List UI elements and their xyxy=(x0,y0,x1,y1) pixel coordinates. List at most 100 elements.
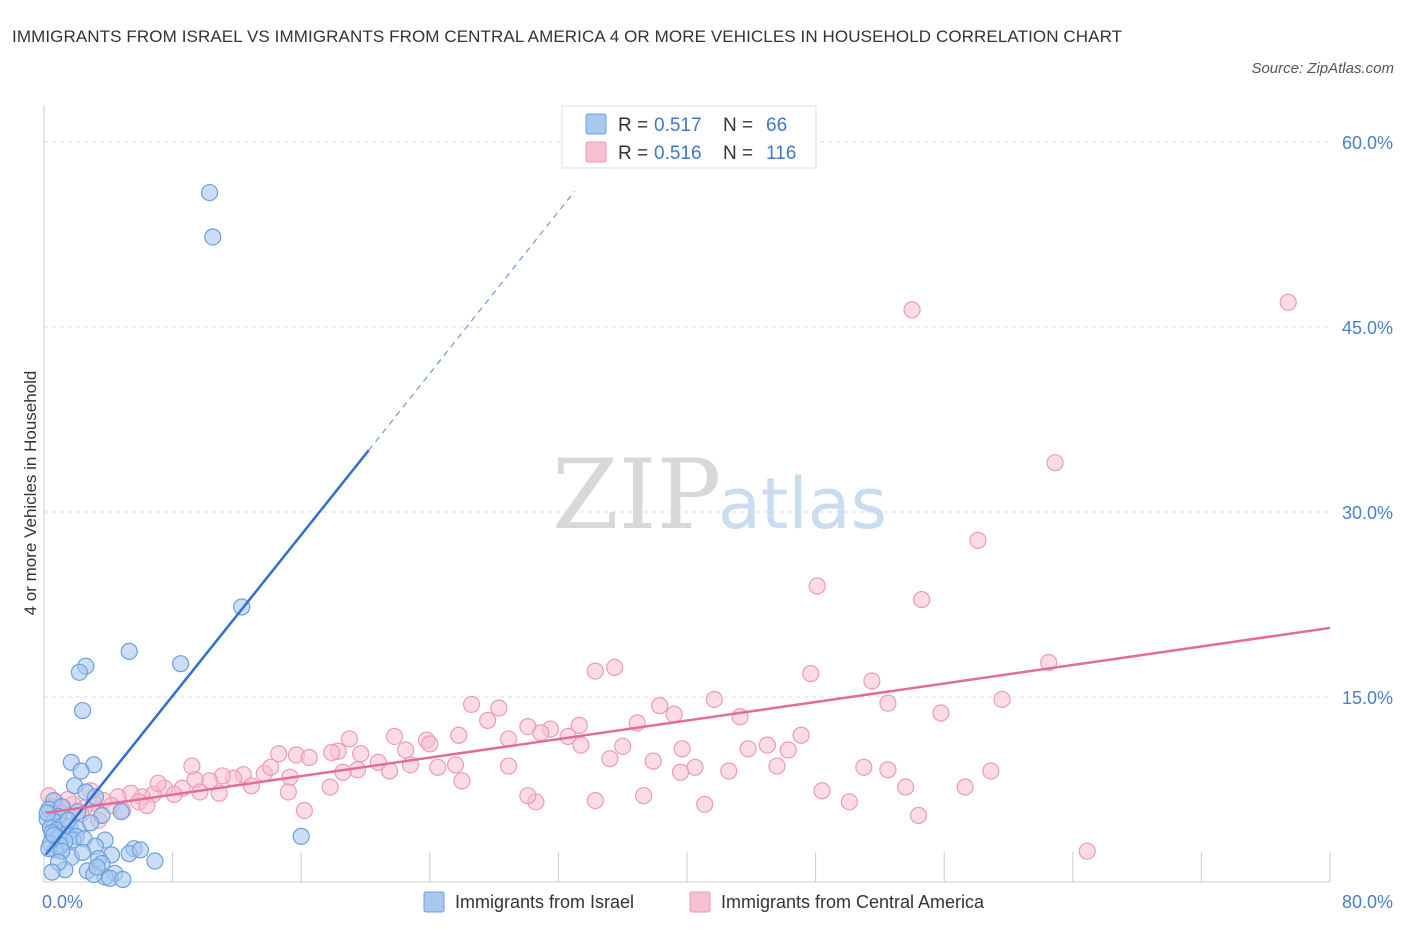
data-point-central-america xyxy=(242,777,260,795)
data-point-central-america xyxy=(1078,842,1096,860)
data-point-central-america xyxy=(183,757,201,775)
legend-r-label-israel: R = xyxy=(618,115,648,136)
data-point-central-america xyxy=(913,590,931,609)
series-legend: Immigrants from Israel Immigrants from C… xyxy=(423,891,985,913)
data-point-central-america xyxy=(262,758,280,776)
bottom-legend-swatch-israel xyxy=(423,891,445,913)
data-point-israel xyxy=(114,870,132,889)
data-point-central-america xyxy=(813,782,831,800)
data-point-central-america xyxy=(879,761,897,779)
data-point-central-america xyxy=(671,763,690,781)
data-point-central-america xyxy=(453,772,471,790)
data-point-israel xyxy=(82,814,100,832)
data-point-central-america xyxy=(601,750,619,768)
x-tick-label: 0.0% xyxy=(42,892,83,912)
data-point-israel xyxy=(120,642,138,660)
data-point-central-america xyxy=(982,762,1000,780)
data-point-central-america xyxy=(808,577,826,595)
data-point-israel xyxy=(200,183,219,202)
data-point-central-america xyxy=(270,745,288,763)
data-point-central-america xyxy=(490,699,508,717)
data-point-central-america xyxy=(634,787,653,805)
x-tick-label: 80.0% xyxy=(1342,892,1393,912)
watermark-atlas: atlas xyxy=(718,463,887,545)
bottom-legend-label-israel: Immigrants from Israel xyxy=(455,892,634,912)
data-point-central-america xyxy=(768,757,786,775)
data-point-central-america xyxy=(321,778,339,796)
data-point-central-america xyxy=(779,741,797,759)
legend-n-label-israel: N = xyxy=(723,115,753,136)
legend-r-value-israel: 0.517 xyxy=(654,115,702,136)
data-point-central-america xyxy=(606,658,624,677)
trendline-israel-extension xyxy=(368,190,575,451)
data-point-central-america xyxy=(450,726,468,744)
data-point-israel xyxy=(172,655,190,673)
data-point-central-america xyxy=(1040,653,1058,672)
data-point-central-america xyxy=(462,695,481,714)
data-point-central-america xyxy=(696,795,714,813)
data-point-central-america xyxy=(903,301,921,319)
data-point-israel xyxy=(73,701,92,720)
data-point-central-america xyxy=(421,735,439,753)
data-point-israel xyxy=(204,228,222,246)
watermark-zip: ZIP xyxy=(552,439,721,551)
data-point-israel xyxy=(70,663,88,681)
legend-r-value-central-america: 0.516 xyxy=(654,143,702,164)
legend-n-value-israel: 66 xyxy=(766,115,787,136)
chart-title: IMMIGRANTS FROM ISRAEL VS IMMIGRANTS FRO… xyxy=(12,27,1123,46)
series-central-america xyxy=(40,293,1297,860)
data-point-israel xyxy=(88,858,106,876)
data-point-central-america xyxy=(686,758,704,776)
data-point-central-america xyxy=(1046,454,1064,472)
y-tick-labels: 15.0% 30.0% 45.0% 60.0% xyxy=(1342,133,1393,708)
data-point-central-america xyxy=(932,704,950,722)
data-point-central-america xyxy=(570,716,588,734)
data-point-central-america xyxy=(969,531,987,549)
data-point-central-america xyxy=(352,745,370,763)
axes xyxy=(43,105,1331,883)
legend-swatch-israel xyxy=(585,113,607,135)
data-point-central-america xyxy=(739,740,757,758)
data-point-central-america xyxy=(1279,293,1297,311)
data-point-central-america xyxy=(665,705,683,723)
data-point-central-america xyxy=(673,740,691,758)
source-credit: Source: ZipAtlas.com xyxy=(1251,60,1394,77)
legend-n-label-central-america: N = xyxy=(723,143,753,164)
data-point-central-america xyxy=(572,736,590,754)
data-point-central-america xyxy=(295,801,314,820)
data-point-central-america xyxy=(586,791,604,810)
data-point-central-america xyxy=(323,743,341,762)
data-point-central-america xyxy=(879,694,897,712)
data-point-central-america xyxy=(840,793,858,811)
bottom-legend-swatch-central-america xyxy=(689,891,711,913)
data-point-israel xyxy=(73,843,92,862)
data-point-israel xyxy=(146,852,164,870)
data-point-central-america xyxy=(802,664,820,683)
trendline-israel xyxy=(44,449,370,856)
bottom-legend-label-central-america: Immigrants from Central America xyxy=(721,892,985,912)
data-point-central-america xyxy=(446,756,465,774)
correlation-legend: R = 0.517 N = 66 R = 0.516 N = 116 xyxy=(561,105,817,169)
data-point-central-america xyxy=(644,752,662,770)
data-point-central-america xyxy=(720,762,738,780)
data-point-israel xyxy=(72,762,90,780)
data-point-central-america xyxy=(397,741,415,759)
legend-swatch-central-america xyxy=(585,141,607,163)
data-point-central-america xyxy=(385,727,404,746)
data-point-central-america xyxy=(429,758,447,776)
data-point-israel xyxy=(43,863,61,881)
data-point-central-america xyxy=(334,763,352,781)
data-point-central-america xyxy=(279,783,297,801)
data-point-central-america xyxy=(499,757,518,775)
data-point-central-america xyxy=(705,690,723,709)
data-point-central-america xyxy=(532,724,550,742)
data-point-central-america xyxy=(586,662,604,680)
data-point-central-america xyxy=(956,778,974,796)
data-point-central-america xyxy=(651,697,669,715)
data-point-central-america xyxy=(897,778,915,796)
data-point-central-america xyxy=(149,774,167,792)
data-point-central-america xyxy=(792,726,810,744)
data-point-central-america xyxy=(855,758,873,776)
data-point-central-america xyxy=(300,748,318,767)
